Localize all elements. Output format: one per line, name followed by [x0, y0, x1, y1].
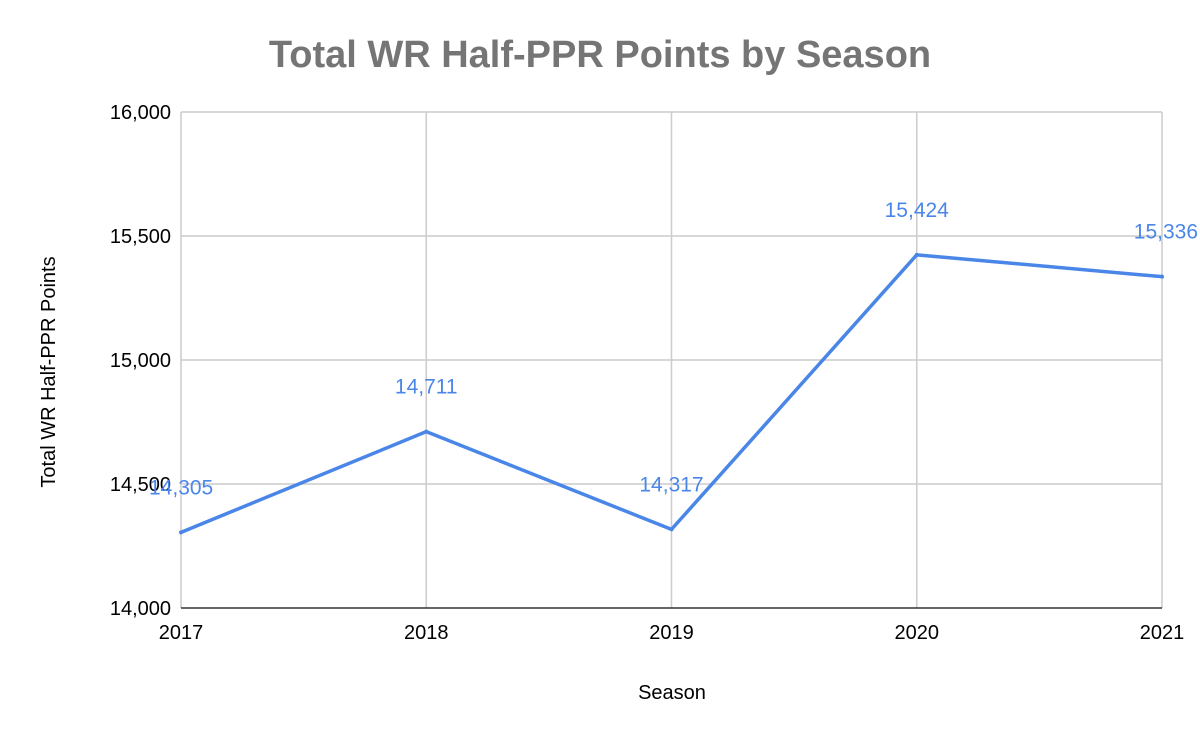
data-label: 14,711 — [395, 376, 458, 399]
data-point — [1160, 274, 1164, 279]
data-label: 14,305 — [149, 476, 213, 499]
x-tick-label: 2017 — [159, 622, 204, 644]
y-tick-label: 14,000 — [110, 598, 171, 620]
data-point — [424, 429, 429, 434]
gridlines — [180, 111, 1163, 608]
data-point — [179, 530, 183, 535]
y-tick-label: 15,500 — [110, 226, 171, 248]
y-tick-label: 14,500 — [110, 474, 171, 496]
chart-title: Total WR Half-PPR Points by Season — [269, 34, 931, 76]
x-axis-ticks: 2017 2018 2019 2020 2021 — [159, 622, 1185, 644]
x-axis-title: Season — [638, 682, 706, 704]
x-tick-label: 2021 — [1140, 622, 1185, 644]
y-tick-label: 16,000 — [110, 102, 171, 124]
y-axis-ticks: 14,000 14,500 15,000 15,500 16,000 — [110, 102, 171, 620]
y-tick-label: 15,000 — [110, 350, 171, 372]
x-tick-label: 2018 — [404, 622, 449, 644]
data-label: 14,317 — [639, 473, 703, 496]
x-tick-label: 2019 — [649, 622, 694, 644]
x-tick-label: 2020 — [895, 622, 940, 644]
y-axis-title: Total WR Half-PPR Points — [38, 256, 60, 487]
series-group — [179, 252, 1164, 535]
data-label: 15,336 — [1134, 221, 1198, 244]
data-point — [669, 527, 674, 532]
data-labels: 14,305 14,711 14,317 15,424 15,336 — [149, 199, 1198, 500]
data-label: 15,424 — [885, 199, 950, 222]
data-point — [914, 252, 919, 257]
